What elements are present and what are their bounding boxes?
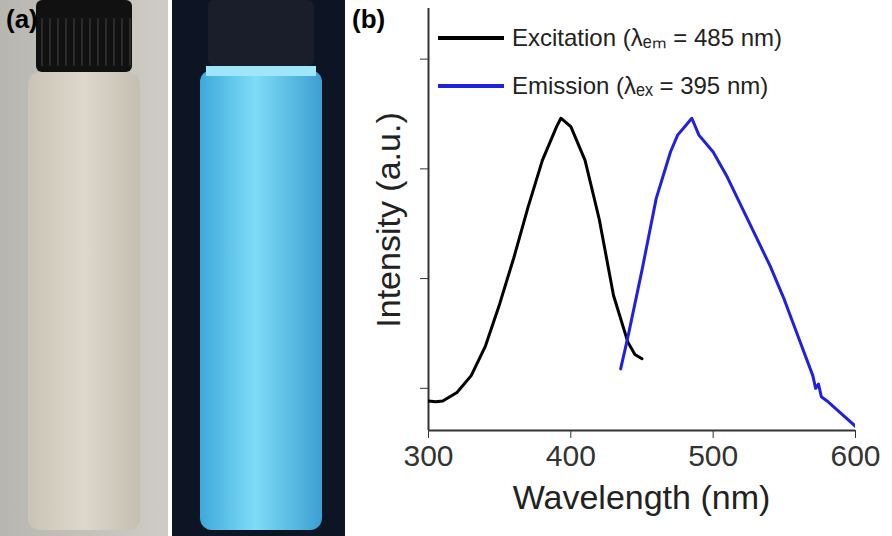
html-text:Intensity (a.u.): Intensity (a.u.)	[369, 112, 407, 328]
svg-text:600: 600	[830, 439, 880, 472]
html-text:Wavelength (nm): Wavelength (nm)	[512, 478, 771, 516]
svg-text:300: 300	[403, 439, 453, 472]
html-text:(b): (b)	[352, 4, 386, 34]
html-text:(a): (a)	[6, 4, 38, 34]
html-text:Excitation (λₑₘ = 485 nm): Excitation (λₑₘ = 485 nm)	[512, 24, 782, 51]
svg-text:400: 400	[546, 439, 596, 472]
svg-text:500: 500	[688, 439, 738, 472]
html-text:Emission (λₑₓ = 395 nm): Emission (λₑₓ = 395 nm)	[512, 72, 769, 99]
